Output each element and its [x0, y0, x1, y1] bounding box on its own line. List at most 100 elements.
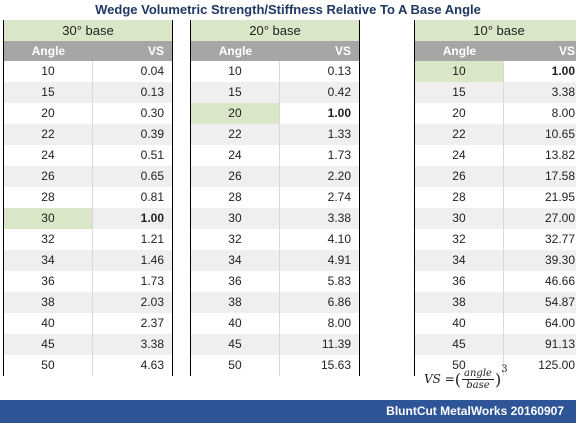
vs-cell: 0.39: [140, 127, 164, 141]
vs-cell: 4.10: [327, 232, 351, 246]
table-row: 26 0.65: [4, 166, 172, 187]
vs-cell: 1.00: [327, 106, 351, 120]
vs-cell: 3.38: [551, 85, 575, 99]
angle-cell: 34: [191, 250, 280, 271]
angle-cell: 40: [191, 313, 280, 334]
table-row: 24 13.82: [415, 145, 576, 166]
table-row: 22 10.65: [415, 124, 576, 145]
vs-cell: 0.81: [140, 190, 164, 204]
vs-cell: 54.87: [544, 295, 575, 309]
table-20-base: 20° base Angle VS 10 0.13 15 0.42 20 1.00 22 1.…: [190, 20, 360, 376]
table-row: 38 2.03: [4, 292, 172, 313]
table-row: 45 11.39: [191, 334, 359, 355]
vs-cell: 1.21: [140, 232, 164, 246]
vs-cell: 27.00: [544, 211, 575, 225]
angle-cell: 26: [415, 166, 504, 187]
table-row: 30 3.38: [191, 208, 359, 229]
vs-cell: 3.38: [327, 211, 351, 225]
table-row: 28 2.74: [191, 187, 359, 208]
table-row: 20 1.00: [191, 103, 359, 124]
column-headers: Angle VS: [191, 41, 359, 61]
vs-cell: 1.33: [327, 127, 351, 141]
table-row: 50 15.63: [191, 355, 359, 376]
vs-cell: 3.38: [140, 337, 164, 351]
angle-cell: 20: [191, 103, 280, 124]
vs-cell: 1.73: [140, 274, 164, 288]
angle-cell: 38: [415, 292, 504, 313]
vs-cell: 91.13: [544, 337, 575, 351]
vs-cell: 2.03: [140, 295, 164, 309]
table-row: 45 91.13: [415, 334, 576, 355]
table-row: 10 0.04: [4, 61, 172, 82]
angle-cell: 15: [191, 82, 280, 103]
table-row: 50 125.00: [415, 355, 576, 376]
vs-cell: 0.13: [140, 85, 164, 99]
vs-cell: 8.00: [551, 106, 575, 120]
angle-cell: 26: [191, 166, 280, 187]
angle-cell: 22: [415, 124, 504, 145]
formula-close-paren: ): [494, 369, 502, 389]
angle-cell: 22: [4, 124, 93, 145]
table-row: 32 32.77: [415, 229, 576, 250]
column-headers: Angle VS: [415, 41, 576, 61]
table-row: 38 6.86: [191, 292, 359, 313]
table-row: 20 8.00: [415, 103, 576, 124]
angle-cell: 34: [415, 250, 504, 271]
table-banner: 20° base: [191, 20, 359, 41]
angle-cell: 10: [191, 61, 280, 82]
page-title: Wedge Volumetric Strength/Stiffness Rela…: [95, 2, 481, 17]
table-10-base: 10° base Angle VS 10 1.00 15 3.38 20 8.00 22 10…: [414, 20, 576, 376]
vs-cell: 13.82: [544, 148, 575, 162]
angle-cell: 22: [191, 124, 280, 145]
angle-cell: 38: [191, 292, 280, 313]
vs-cell: 2.74: [327, 190, 351, 204]
vs-cell: 39.30: [544, 253, 575, 267]
angle-cell: 36: [4, 271, 93, 292]
table-row: 38 54.87: [415, 292, 576, 313]
formula-exponent: 3: [501, 364, 508, 375]
table-row: 15 3.38: [415, 82, 576, 103]
column-headers: Angle VS: [4, 41, 172, 61]
angle-cell: 28: [191, 187, 280, 208]
table-row: 10 0.13: [191, 61, 359, 82]
vs-cell: 2.20: [327, 169, 351, 183]
formula-open-paren: (: [454, 369, 462, 389]
vs-cell: 0.04: [140, 64, 164, 78]
table-row: 36 5.83: [191, 271, 359, 292]
table-row: 10 1.00: [415, 61, 576, 82]
footer-banner: BluntCut MetalWorks 20160907: [0, 400, 576, 423]
vs-cell: 32.77: [544, 232, 575, 246]
vs-cell: 1.00: [551, 64, 575, 78]
vs-cell: 8.00: [327, 316, 351, 330]
table-row: 28 0.81: [4, 187, 172, 208]
table-row: 30 1.00: [4, 208, 172, 229]
angle-cell: 30: [191, 208, 280, 229]
vs-header: VS: [147, 44, 164, 58]
vs-header: VS: [558, 44, 575, 58]
vs-cell: 11.39: [321, 337, 351, 351]
angle-header: Angle: [31, 44, 66, 58]
table-row: 15 0.13: [4, 82, 172, 103]
table-30-base: 30° base Angle VS 10 0.04 15 0.13 20 0.30 22 0.…: [3, 20, 173, 376]
angle-cell: 32: [191, 229, 280, 250]
angle-cell: 10: [4, 61, 93, 82]
table-row: 26 2.20: [191, 166, 359, 187]
angle-cell: 34: [4, 250, 93, 271]
angle-cell: 45: [4, 334, 93, 355]
angle-cell: 28: [415, 187, 504, 208]
vs-cell: 64.00: [544, 316, 575, 330]
table-row: 45 3.38: [4, 334, 172, 355]
table-row: 24 0.51: [4, 145, 172, 166]
angle-cell: 45: [191, 334, 280, 355]
vs-cell: 17.58: [544, 169, 575, 183]
table-banner: 30° base: [4, 20, 172, 41]
table-row: 36 46.66: [415, 271, 576, 292]
table-row: 26 17.58: [415, 166, 576, 187]
angle-cell: 38: [4, 292, 93, 313]
angle-cell: 20: [4, 103, 93, 124]
formula-fraction: angle base: [462, 368, 494, 391]
table-row: 28 21.95: [415, 187, 576, 208]
angle-cell: 50: [4, 355, 93, 376]
table-row: 50 4.63: [4, 355, 172, 376]
angle-cell: 20: [415, 103, 504, 124]
